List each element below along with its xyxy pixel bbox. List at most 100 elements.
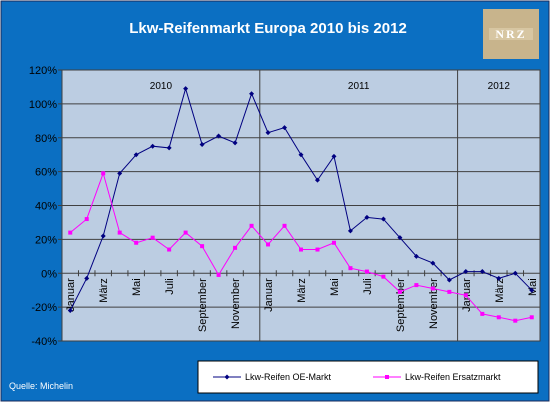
data-point-2: [430, 286, 435, 291]
data-point-2: [331, 240, 336, 245]
year-label: 2012: [488, 81, 511, 92]
data-point-1: [331, 153, 337, 159]
data-point-2: [513, 318, 518, 323]
data-point-2: [381, 274, 386, 279]
legend-marker-2: [385, 375, 389, 379]
data-point-1: [133, 152, 139, 158]
x-tick-label: Mai: [131, 278, 143, 296]
data-point-2: [150, 235, 155, 240]
legend: Lkw-Reifen OE-Markt Lkw-Reifen Ersatzmark…: [213, 372, 501, 382]
logo-text: NRZ: [495, 27, 526, 41]
y-tick-label: -40%: [31, 336, 57, 348]
data-point-1: [265, 130, 271, 136]
data-point-1: [496, 275, 502, 281]
x-tick-label: September: [395, 278, 407, 332]
data-point-1: [430, 260, 436, 266]
data-point-1: [166, 145, 172, 151]
data-point-2: [282, 223, 287, 228]
data-point-2: [167, 247, 172, 252]
x-tick-label: März: [494, 278, 506, 302]
data-point-2: [397, 289, 402, 294]
data-point-2: [84, 217, 89, 222]
data-point-2: [101, 171, 106, 176]
x-tick-label: Juli: [164, 278, 176, 295]
x-tick-label: März: [98, 278, 110, 302]
year-label: 2010: [150, 81, 173, 92]
y-tick-label: 60%: [35, 167, 57, 179]
data-point-2: [134, 240, 139, 245]
data-point-1: [232, 140, 238, 146]
x-tick-label: November: [230, 278, 242, 329]
data-point-1: [380, 216, 386, 222]
x-tick-label: Mai: [527, 278, 539, 296]
data-point-1: [249, 91, 255, 97]
data-point-2: [348, 266, 353, 271]
data-point-1: [347, 228, 353, 234]
data-point-1: [100, 233, 106, 239]
x-tick-label: Mai: [329, 278, 341, 296]
data-point-2: [463, 293, 468, 298]
legend-marker-1: [224, 374, 230, 380]
data-point-1: [282, 125, 288, 131]
data-point-1: [117, 170, 123, 176]
data-point-1: [463, 269, 469, 275]
data-point-1: [314, 177, 320, 183]
y-tick-label: 80%: [35, 133, 57, 145]
y-tick-label: 0%: [41, 268, 57, 280]
data-point-2: [266, 242, 271, 247]
source-note: Quelle: Michelin: [9, 381, 73, 391]
data-point-2: [414, 283, 419, 288]
data-point-1: [529, 287, 535, 293]
data-point-1: [150, 143, 156, 149]
logo-nrz: NRZ: [483, 9, 539, 59]
data-point-1: [364, 214, 370, 220]
y-tick-label: 120%: [29, 65, 57, 77]
data-point-1: [413, 253, 419, 259]
data-point-2: [249, 223, 254, 228]
legend-label-1: Lkw-Reifen OE-Markt: [245, 372, 332, 382]
data-point-2: [447, 289, 452, 294]
gridlines: [62, 69, 540, 342]
chart-title: Lkw-Reifenmarkt Europa 2010 bis 2012: [129, 20, 407, 37]
data-point-2: [233, 245, 238, 250]
data-point-2: [315, 247, 320, 252]
data-point-2: [364, 269, 369, 274]
data-point-1: [479, 269, 485, 275]
data-point-1: [199, 142, 205, 148]
x-tick-label: Juli: [362, 278, 374, 295]
x-tick-label: Januar: [263, 278, 275, 312]
data-point-2: [529, 315, 534, 320]
x-tick-label: November: [428, 278, 440, 329]
data-point-1: [446, 277, 452, 283]
data-point-2: [216, 272, 221, 277]
y-tick-label: -20%: [31, 302, 57, 314]
data-point-1: [397, 235, 403, 241]
data-point-1: [298, 152, 304, 158]
y-axis-ticks: -40% -20% 0% 20% 40% 60% 80% 100% 120%: [29, 65, 62, 348]
data-point-2: [299, 247, 303, 252]
legend-label-2: Lkw-Reifen Ersatzmarkt: [405, 372, 501, 382]
y-tick-label: 100%: [29, 99, 57, 111]
year-label: 2011: [348, 81, 370, 92]
x-tick-label: März: [296, 278, 308, 302]
legend-box: [197, 360, 539, 394]
data-point-2: [200, 244, 205, 249]
data-point-1: [216, 133, 222, 139]
data-point-1: [84, 275, 90, 281]
year-labels: 2010 2011 2012: [150, 81, 511, 92]
data-point-1: [512, 270, 518, 276]
data-point-1: [67, 308, 73, 314]
x-tick-label: Januar: [65, 278, 77, 312]
y-tick-label: 20%: [35, 234, 57, 246]
data-point-2: [183, 230, 188, 235]
data-point-2: [68, 230, 73, 235]
series-layer: [67, 86, 535, 323]
data-point-1: [183, 86, 189, 92]
y-tick-label: 40%: [35, 201, 57, 213]
data-point-2: [480, 311, 485, 316]
data-point-2: [496, 315, 501, 320]
data-point-2: [117, 230, 122, 235]
x-tick-label: September: [197, 278, 209, 332]
